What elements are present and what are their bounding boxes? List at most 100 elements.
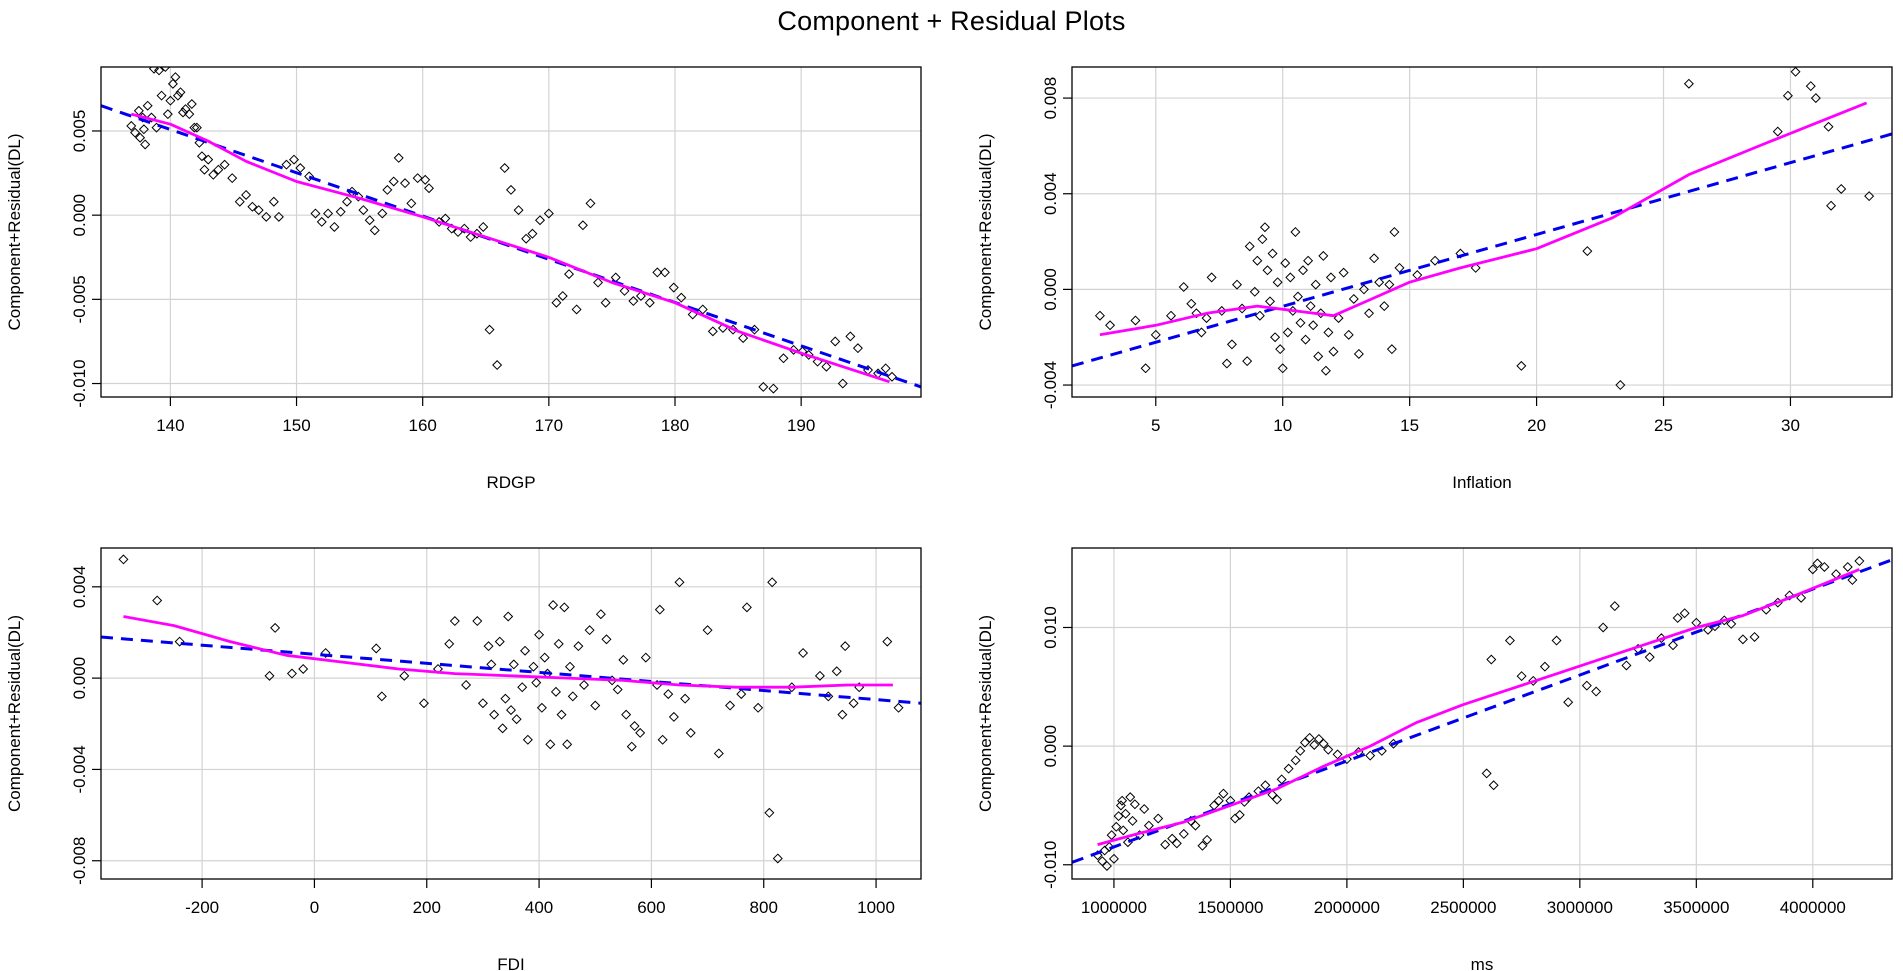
fdi-data-point [713, 748, 724, 759]
inflation-panel: 5 10 15 20 25 30 -0.004 0.000 0.004 0.008 Inflatio… [976, 66, 1893, 492]
fdi-data-point [736, 689, 747, 700]
fdi-data-point [449, 616, 460, 627]
rdgp-data-point [557, 290, 568, 301]
ms-data-point [1106, 830, 1117, 841]
inflation-x-tick-label: 10 [1273, 416, 1292, 435]
fdi-data-point [531, 677, 542, 688]
ms-data-point [1854, 556, 1865, 567]
ms-data-point [1120, 808, 1131, 819]
fdi-data-point [640, 652, 651, 663]
fdi-x-tick-label: 200 [413, 898, 441, 917]
fdi-data-point [503, 611, 514, 622]
fdi-data-point [472, 616, 483, 627]
rdgp-x-tick-label: 150 [282, 416, 310, 435]
ms-data-point [1702, 624, 1713, 635]
ms-data-point [1171, 838, 1182, 849]
rdgp-data-point [196, 151, 207, 162]
rdgp-data-point [484, 324, 495, 335]
inflation-data-point [1379, 301, 1390, 312]
inflation-data-point [1308, 320, 1319, 331]
inflation-data-point [1348, 293, 1359, 304]
rdgp-data-point [234, 196, 245, 207]
rdgp-data-point [593, 277, 604, 288]
rdgp-data-point [535, 215, 546, 226]
ms-data-point [1113, 811, 1124, 822]
ms-data-point [1143, 820, 1154, 831]
inflation-data-point [1206, 272, 1217, 283]
fdi-data-point [612, 684, 623, 695]
fdi-data-point [511, 714, 522, 725]
fdi-data-point [489, 709, 500, 720]
ms-x-tick-label: 3000000 [1547, 898, 1613, 917]
ms-data-point [1591, 686, 1602, 697]
rdgp-data-point [644, 297, 655, 308]
fdi-data-point [629, 721, 640, 732]
inflation-data-point [1292, 291, 1303, 302]
inflation-data-point [1226, 339, 1237, 350]
inflation-data-point [1282, 327, 1293, 338]
fdi-y-tick-label: 0.000 [70, 657, 89, 700]
inflation-plot-area [1072, 67, 1892, 391]
ms-data-point [1819, 561, 1830, 572]
inflation-data-point [1130, 315, 1141, 326]
ms-data-point [1609, 601, 1620, 612]
rdgp-data-point [758, 381, 769, 392]
rdgp-data-point [130, 127, 141, 138]
rdgp-data-point [585, 198, 596, 209]
rdgp-data-point [126, 120, 137, 131]
rdgp-y-tick-label: 0.000 [70, 194, 89, 237]
rdgp-data-point [577, 220, 588, 231]
inflation-data-point [1257, 234, 1268, 245]
rdgp-fit-line [101, 104, 921, 389]
fdi-data-point [626, 741, 637, 752]
inflation-x-tick-label: 30 [1781, 416, 1800, 435]
rdgp-data-point [459, 223, 470, 234]
fdi-y-tick-label: -0.008 [70, 837, 89, 885]
fdi-data-point [174, 636, 185, 647]
inflation-data-point [1325, 272, 1336, 283]
inflation-smooth-line [1099, 101, 1868, 337]
ms-data-point [1737, 634, 1748, 645]
inflation-data-point [1805, 81, 1816, 92]
fdi-data-point [579, 679, 590, 690]
ms-data-point [1125, 792, 1136, 803]
ms-x-axis-label: ms [1471, 955, 1494, 971]
rdgp-data-point [388, 176, 399, 187]
fdi-data-point [376, 691, 387, 702]
rdgp-data-point [261, 211, 272, 222]
inflation-x-tick-label: 5 [1151, 416, 1160, 435]
rdgp-data-point [353, 191, 364, 202]
rdgp-x-tick-label: 140 [156, 416, 184, 435]
inflation-data-point [1290, 226, 1301, 238]
inflation-data-point [1386, 344, 1397, 355]
rdgp-data-point [358, 205, 369, 216]
rdgp-y-tick-label: -0.010 [70, 359, 89, 407]
rdgp-data-point [289, 154, 300, 165]
rdgp-data-point [659, 267, 670, 278]
inflation-data-point [1810, 93, 1821, 104]
fdi-data-point [444, 638, 455, 649]
ms-data-point [1299, 737, 1310, 748]
ms-data-point [1672, 612, 1683, 624]
inflation-data-point [1430, 255, 1441, 266]
fdi-data-point [685, 727, 696, 738]
rdgp-data-point [227, 173, 238, 184]
fdi-data-point [528, 661, 539, 672]
rdgp-data-point [186, 99, 197, 110]
inflation-data-point [1455, 248, 1466, 259]
rdgp-data-point [420, 174, 431, 185]
rdgp-data-point [170, 72, 181, 83]
inflation-data-point [1374, 277, 1385, 288]
ms-data-point [1290, 755, 1301, 766]
fdi-y-axis-label: Component+Residual(DL) [5, 615, 24, 812]
ms-data-point [1581, 680, 1592, 691]
ms-data-point [1784, 590, 1795, 601]
inflation-data-point [1305, 301, 1316, 312]
rdgp-data-point [329, 221, 340, 232]
fdi-fit-line [101, 635, 921, 705]
inflation-x-tick-label: 15 [1400, 416, 1419, 435]
rdgp-data-point [316, 216, 327, 227]
fdi-data-point [798, 647, 809, 659]
ms-data-point [1153, 813, 1164, 824]
rdgp-data-point [160, 67, 171, 73]
